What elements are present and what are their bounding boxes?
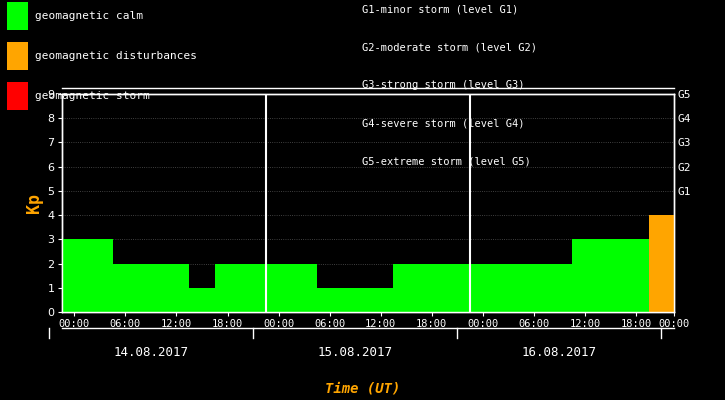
Text: Time (UT): Time (UT) bbox=[325, 382, 400, 396]
Text: geomagnetic calm: geomagnetic calm bbox=[35, 11, 143, 21]
Bar bbox=[87, 239, 112, 312]
Bar bbox=[394, 264, 419, 312]
Bar bbox=[317, 288, 342, 312]
Bar bbox=[597, 239, 624, 312]
Text: G2-moderate storm (level G2): G2-moderate storm (level G2) bbox=[362, 42, 537, 52]
Text: 16.08.2017: 16.08.2017 bbox=[522, 346, 597, 359]
Bar bbox=[624, 239, 649, 312]
Bar bbox=[215, 264, 240, 312]
Text: G1-minor storm (level G1): G1-minor storm (level G1) bbox=[362, 4, 519, 14]
Bar bbox=[521, 264, 547, 312]
Bar bbox=[470, 264, 496, 312]
Bar bbox=[164, 264, 189, 312]
Y-axis label: Kp: Kp bbox=[25, 193, 44, 213]
Text: 15.08.2017: 15.08.2017 bbox=[318, 346, 393, 359]
Bar bbox=[496, 264, 521, 312]
Bar bbox=[112, 264, 138, 312]
Bar bbox=[368, 288, 394, 312]
Text: geomagnetic disturbances: geomagnetic disturbances bbox=[35, 51, 196, 61]
Bar bbox=[342, 288, 368, 312]
Text: geomagnetic storm: geomagnetic storm bbox=[35, 91, 149, 101]
Bar bbox=[240, 264, 266, 312]
Text: G3-strong storm (level G3): G3-strong storm (level G3) bbox=[362, 80, 525, 90]
Bar bbox=[547, 264, 572, 312]
Bar bbox=[138, 264, 164, 312]
Bar bbox=[419, 264, 444, 312]
Text: G4-severe storm (level G4): G4-severe storm (level G4) bbox=[362, 118, 525, 128]
Bar bbox=[572, 239, 597, 312]
Bar bbox=[189, 288, 215, 312]
Bar bbox=[62, 239, 87, 312]
Bar bbox=[649, 215, 674, 312]
Text: 14.08.2017: 14.08.2017 bbox=[114, 346, 188, 359]
Bar bbox=[291, 264, 317, 312]
Text: G5-extreme storm (level G5): G5-extreme storm (level G5) bbox=[362, 156, 531, 166]
Bar bbox=[444, 264, 470, 312]
Bar bbox=[266, 264, 291, 312]
